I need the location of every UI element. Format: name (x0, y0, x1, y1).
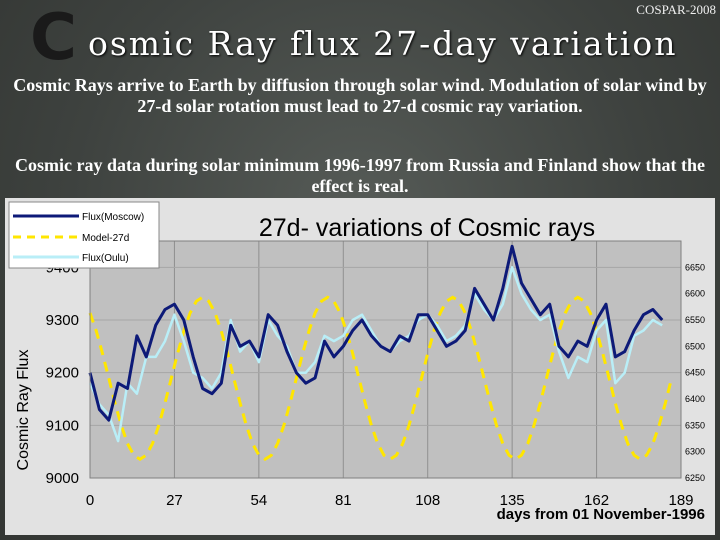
legend-label-model: Model-27d (82, 233, 129, 244)
legend-label-moscow: Flux(Moscow) (82, 212, 144, 223)
y-tick-label: 9200 (46, 365, 79, 382)
y2-tick-label: 6500 (685, 341, 705, 351)
legend: Flux(Moscow) Model-27d Flux(Oulu) (8, 201, 160, 269)
x-axis-label: days from 01 November-1996 (497, 506, 705, 523)
legend-label-oulu: Flux(Oulu) (82, 253, 129, 264)
y2-tick-label: 6350 (685, 420, 705, 430)
y-tick-label: 9300 (46, 312, 79, 329)
y-tick-label: 9000 (46, 470, 79, 487)
x-tick-label: 0 (86, 492, 94, 509)
y2-tick-label: 6600 (685, 289, 705, 299)
x-tick-label: 135 (500, 492, 525, 509)
plot-border (89, 240, 682, 479)
x-tick-label: 189 (668, 492, 693, 509)
series-line-oulu (88, 266, 663, 443)
x-tick-label: 27 (166, 492, 183, 509)
conference-label: COSPAR-2008 (636, 2, 716, 17)
cosmic-ray-chart: 0275481108135162189900091009200930094006… (5, 198, 715, 535)
title-initial: C (30, 1, 77, 75)
y-tick-label: 9100 (46, 417, 79, 434)
y-axis-label: Cosmic Ray Flux (15, 350, 32, 471)
data-paragraph: Cosmic ray data during solar minimum 199… (15, 155, 705, 196)
y2-tick-label: 6250 (685, 473, 705, 483)
series-line-moscow (88, 244, 664, 422)
y2-tick-label: 6400 (685, 394, 705, 404)
y2-tick-label: 6550 (685, 315, 705, 325)
x-tick-label: 108 (415, 492, 440, 509)
plot-area (90, 241, 681, 478)
x-tick-label: 54 (251, 492, 268, 509)
x-tick-label: 162 (584, 492, 609, 509)
intro-paragraph: Cosmic Rays arrive to Earth by diffusion… (13, 75, 707, 116)
series-line-model (88, 295, 674, 461)
y2-tick-label: 6300 (685, 447, 705, 457)
tick-layer: 0275481108135162189900091009200930094006… (46, 259, 705, 509)
x-tick-label: 81 (335, 492, 352, 509)
y2-tick-label: 6650 (685, 262, 705, 272)
page-title: osmic Ray flux 27-day variation (88, 24, 678, 63)
series-layer (88, 244, 674, 461)
chart-title: 27d- variations of Cosmic rays (259, 214, 595, 242)
y2-tick-label: 6450 (685, 368, 705, 378)
